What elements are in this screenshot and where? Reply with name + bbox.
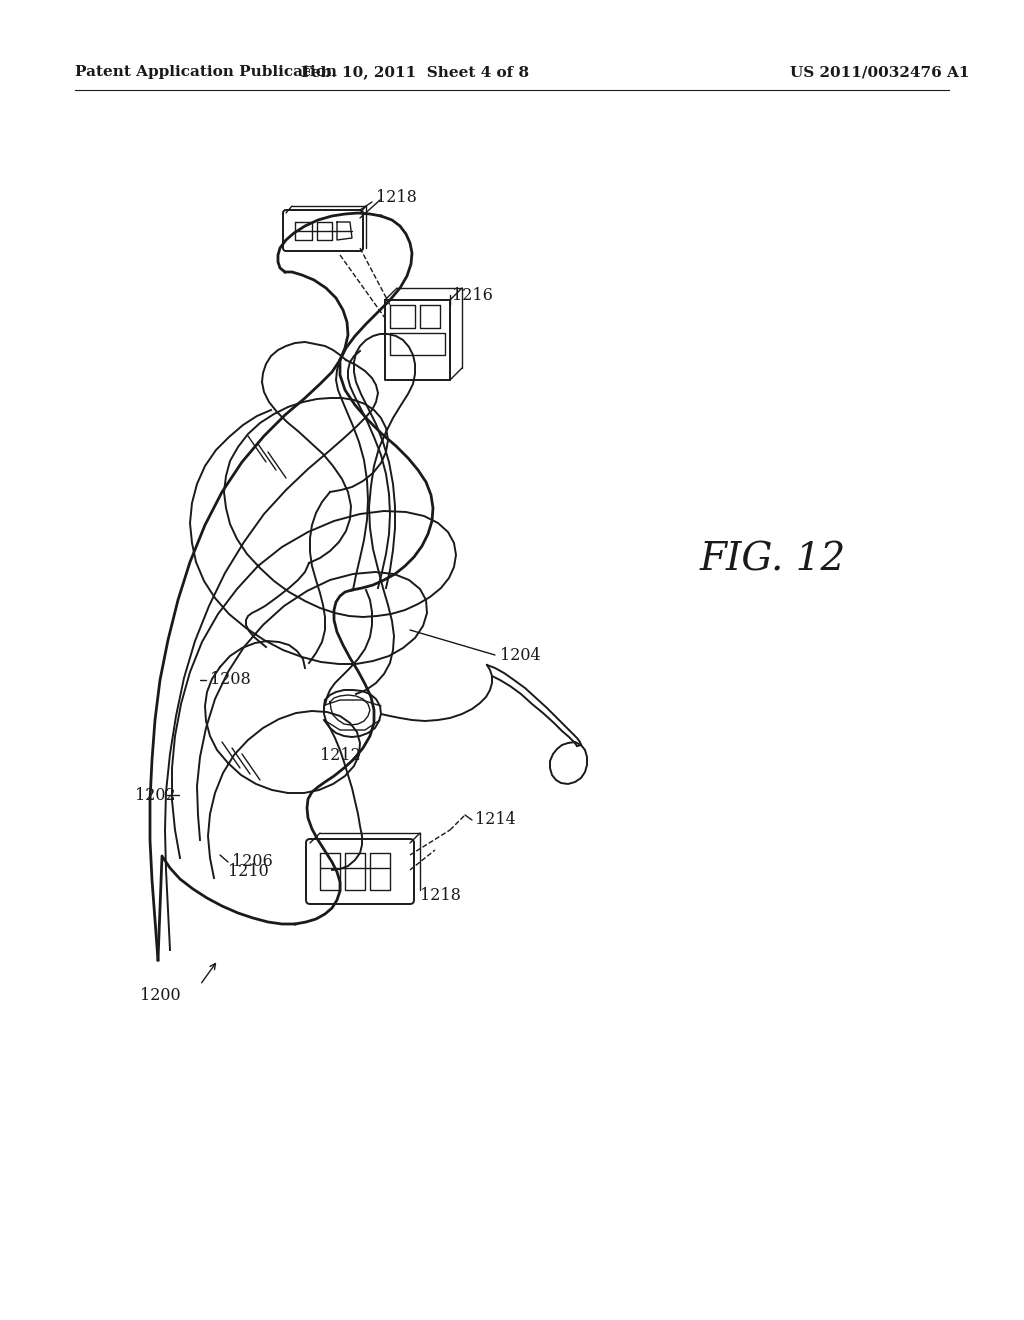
Text: 1214: 1214	[475, 812, 516, 829]
Text: 1200: 1200	[140, 986, 180, 1003]
Text: 1218: 1218	[376, 190, 417, 206]
Text: 1204: 1204	[500, 647, 541, 664]
Text: Feb. 10, 2011  Sheet 4 of 8: Feb. 10, 2011 Sheet 4 of 8	[301, 65, 529, 79]
Text: 1202: 1202	[135, 787, 176, 804]
Text: 1216: 1216	[452, 286, 493, 304]
Text: FIG. 12: FIG. 12	[700, 541, 846, 578]
Text: 1208: 1208	[210, 672, 251, 689]
Text: US 2011/0032476 A1: US 2011/0032476 A1	[790, 65, 970, 79]
Text: 1218: 1218	[420, 887, 461, 903]
Text: 1210: 1210	[228, 863, 268, 880]
Text: 1212: 1212	[319, 747, 360, 763]
Text: 1206: 1206	[232, 854, 272, 870]
Text: Patent Application Publication: Patent Application Publication	[75, 65, 337, 79]
